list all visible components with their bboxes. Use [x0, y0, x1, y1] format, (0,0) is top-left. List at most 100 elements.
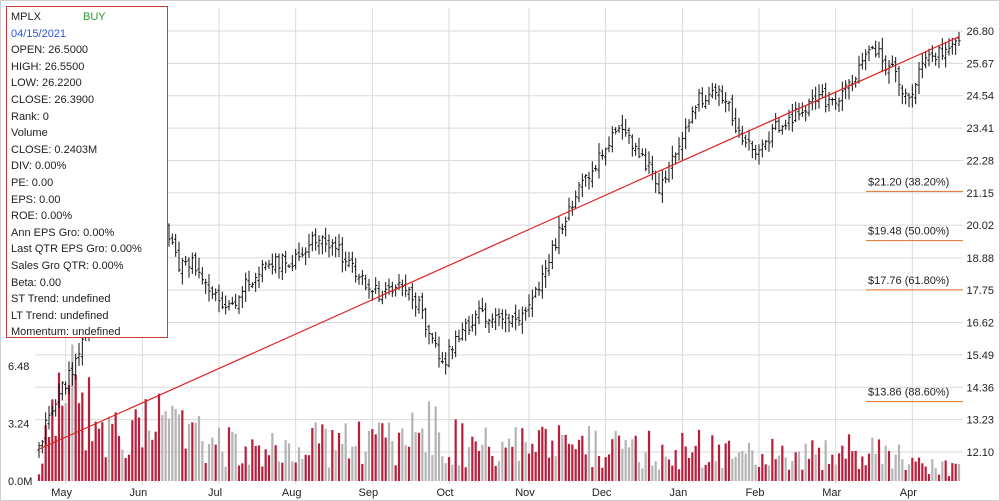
volume-bar	[251, 439, 254, 481]
volume-bar	[137, 417, 141, 481]
volume-bar	[307, 455, 311, 481]
candle	[880, 37, 884, 73]
candle	[374, 277, 378, 294]
candle	[70, 362, 74, 386]
candle	[204, 278, 208, 294]
candle	[460, 322, 464, 341]
volume-bar	[74, 374, 77, 481]
candle	[277, 253, 281, 279]
volume-tick-label: 0.0M	[8, 476, 32, 488]
volume-bar	[54, 435, 57, 481]
candle	[927, 48, 931, 67]
candle	[684, 118, 688, 150]
candle	[934, 52, 938, 66]
candle	[804, 105, 808, 122]
candle	[284, 250, 288, 274]
candle	[694, 105, 698, 120]
symbol-row: MPLX BUY	[11, 9, 163, 26]
volume-bar	[381, 423, 384, 481]
volume-bar	[524, 442, 527, 481]
volume-bar	[164, 411, 167, 481]
volume-bar	[624, 440, 627, 481]
candle	[294, 248, 298, 270]
volume-bar	[84, 450, 87, 481]
volume-bar	[157, 393, 161, 481]
candle	[657, 172, 661, 195]
volume-bar	[371, 429, 374, 481]
candle	[867, 45, 871, 62]
volume-bar	[204, 463, 207, 481]
month-label: Nov	[515, 487, 535, 499]
candle	[560, 223, 564, 235]
candle	[77, 343, 81, 366]
volume-bar	[187, 424, 191, 481]
volume-bar	[874, 453, 877, 481]
volume-bar	[854, 450, 857, 481]
volume-bar	[754, 464, 757, 481]
candle	[737, 117, 741, 138]
volume-bar	[687, 457, 691, 481]
info-eps: EPS: 0.00	[11, 193, 61, 206]
volume-bar	[737, 452, 741, 481]
candle	[384, 282, 388, 299]
candle	[610, 126, 614, 153]
candle	[40, 439, 44, 454]
volume-bar	[901, 459, 904, 481]
volume-bar	[151, 439, 154, 481]
ticker-symbol: MPLX	[11, 11, 41, 23]
candle	[870, 45, 874, 50]
candle	[600, 149, 604, 160]
candle	[440, 351, 444, 364]
volume-bar	[871, 437, 874, 481]
candle	[917, 61, 921, 95]
volume-bar	[254, 445, 257, 481]
candle	[837, 97, 841, 112]
price-tick-label: 14.36	[966, 382, 994, 394]
volume-bar	[161, 414, 164, 481]
candle	[734, 108, 738, 134]
candle	[740, 125, 744, 145]
volume-bar	[864, 465, 867, 481]
volume-bar	[214, 444, 217, 481]
volume-bar	[41, 463, 44, 481]
candle	[270, 253, 274, 275]
volume-bar	[517, 460, 521, 481]
price-tick-label: 12.10	[966, 447, 994, 459]
volume-bar	[291, 461, 294, 481]
candle	[820, 84, 824, 98]
candle	[604, 147, 608, 166]
volume-bar	[454, 419, 457, 481]
info-sales-gro-qtr: Sales Gro QTR: 0.00%	[11, 259, 124, 272]
volume-bar	[97, 428, 101, 481]
volume-bar	[257, 445, 261, 481]
info-high: HIGH: 26.5500	[11, 60, 85, 73]
volume-bar	[671, 465, 674, 481]
candle	[907, 92, 911, 108]
volume-bar	[744, 453, 747, 481]
fib-label: $21.20 (38.20%)	[868, 176, 949, 188]
volume-bar	[504, 447, 507, 481]
trendline	[38, 36, 960, 450]
month-label: Feb	[746, 487, 765, 499]
candle	[510, 315, 514, 328]
candle	[520, 306, 524, 334]
volume-bar	[327, 467, 331, 481]
candle	[350, 251, 354, 273]
volume-bar	[351, 446, 354, 481]
month-label: Mar	[822, 487, 841, 499]
volume-bar	[717, 444, 721, 481]
candle	[424, 307, 428, 338]
volume-bar	[674, 450, 677, 481]
candle	[924, 51, 928, 69]
candle	[434, 331, 438, 348]
volume-bar	[807, 458, 811, 481]
candle	[360, 269, 364, 286]
candle	[447, 339, 451, 368]
volume-bar	[211, 437, 214, 481]
candle	[410, 282, 414, 310]
candle	[577, 181, 581, 203]
volume-bar	[777, 455, 781, 481]
candle	[900, 84, 904, 105]
volume-bar	[817, 447, 821, 481]
price-tick-label: 15.49	[966, 350, 994, 362]
